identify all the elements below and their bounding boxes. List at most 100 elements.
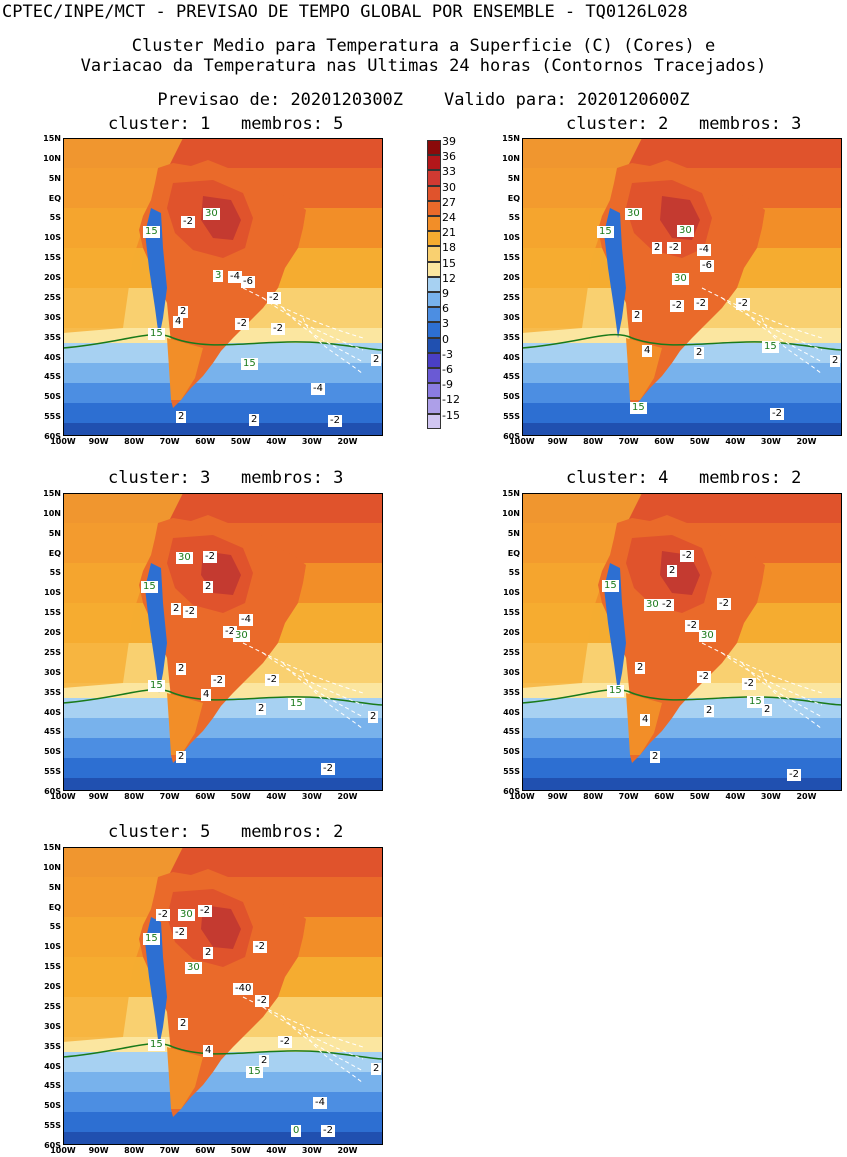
contour-label: 30 xyxy=(178,909,195,921)
lon-tick-label: 100W xyxy=(50,792,76,801)
lon-tick-label: 80W xyxy=(583,792,604,801)
contour-label: -4 xyxy=(239,614,253,626)
lat-tick-label: 50S xyxy=(44,747,61,757)
lon-tick-label: 90W xyxy=(547,792,568,801)
lon-tick-label: 50W xyxy=(689,792,710,801)
lon-tick-label: 50W xyxy=(689,437,710,446)
temperature-band xyxy=(63,1112,383,1132)
lon-tick-label: 90W xyxy=(88,792,109,801)
lon-tick-label: 40W xyxy=(725,792,746,801)
lat-tick-label: 20S xyxy=(44,273,61,283)
lat-tick-label: 20S xyxy=(44,628,61,638)
contour-label: -2 xyxy=(680,550,694,562)
contour-label: 15 xyxy=(597,226,614,238)
lat-tick-label: EQ xyxy=(507,548,520,558)
panel-title: cluster: 1 membros: 5 xyxy=(108,114,344,134)
contour-label: 15 xyxy=(148,680,165,692)
lon-tick-label: 20W xyxy=(337,1146,358,1155)
contour-label: 4 xyxy=(203,1045,214,1057)
contour-label: -6 xyxy=(700,260,714,272)
andes-cold-region xyxy=(145,563,167,693)
lat-tick-label: 35S xyxy=(44,687,61,697)
lon-tick-label: 100W xyxy=(50,1146,76,1155)
contour-label: -2 xyxy=(255,995,269,1007)
colorbar-label: 30 xyxy=(442,180,456,194)
dashed-contour xyxy=(242,642,364,694)
lat-tick-label: 45S xyxy=(44,372,61,382)
temperature-band xyxy=(63,1132,383,1145)
pacific-band xyxy=(63,138,183,333)
lon-tick-label: 90W xyxy=(547,437,568,446)
dashed-contour xyxy=(741,662,823,718)
contour-label: -2 xyxy=(660,599,674,611)
map-panel: 30 30 15 2 -2 -4 -6 30 -2 -2 -2 2 4 2 15 2 15 -2 xyxy=(522,138,842,440)
panel-title: cluster: 3 membros: 3 xyxy=(108,468,344,488)
lat-tick-label: 5S xyxy=(508,568,520,578)
patagonia-region xyxy=(167,1047,203,1109)
temperature-map xyxy=(63,493,383,791)
lat-tick-label: 10S xyxy=(44,588,61,598)
colorbar-segment xyxy=(427,368,441,384)
colorbar-segment xyxy=(427,170,441,186)
dashed-contour xyxy=(282,1016,364,1072)
lat-tick-label: 15S xyxy=(44,608,61,618)
colorbar-segment xyxy=(427,200,441,216)
lat-tick-label: 15N xyxy=(502,134,520,143)
dashed-contour xyxy=(262,652,364,706)
contour-label: 2 xyxy=(259,1055,270,1067)
contour-label: -2 xyxy=(156,909,170,921)
header-subtitle-2: Variacao da Temperatura nas Ultimas 24 h… xyxy=(80,56,767,76)
lat-tick-label: 30S xyxy=(503,667,520,677)
temperature-band xyxy=(522,738,842,758)
lat-tick-label: 15S xyxy=(503,608,520,618)
dashed-contour xyxy=(721,297,823,351)
lat-tick-label: 45S xyxy=(503,372,520,382)
map-panel: 30 -2 15 2 2 -2 -4 -2 30 2 -2 -2 4 15 2 15 2 2 -2 xyxy=(63,493,383,795)
contour-label: 15 xyxy=(602,580,619,592)
dashed-contour xyxy=(721,652,823,706)
lon-tick-label: 40W xyxy=(266,1146,287,1155)
contour-label: 2 xyxy=(176,751,187,763)
contour-label: 30 xyxy=(677,225,694,237)
contour-label: 15 xyxy=(148,1039,165,1051)
lon-tick-label: 30W xyxy=(760,792,781,801)
lon-tick-label: 70W xyxy=(159,437,180,446)
lon-tick-label: 50W xyxy=(230,437,251,446)
patagonia-region xyxy=(626,338,662,400)
contour-label: 2 xyxy=(694,347,705,359)
pacific-band xyxy=(522,493,642,688)
colorbar-segment xyxy=(427,185,441,201)
andes-cold-region xyxy=(145,208,167,338)
contour-label: 2 xyxy=(650,751,661,763)
contour-label: 2 xyxy=(667,565,678,577)
lon-tick-label: 70W xyxy=(159,1146,180,1155)
contour-label: 15 xyxy=(143,226,160,238)
temperature-band xyxy=(63,363,383,383)
lon-tick-label: 60W xyxy=(195,1146,216,1155)
contour-label: 2 xyxy=(371,354,382,366)
colorbar-segment xyxy=(427,322,441,338)
map-panel: -2 2 15 30 -2 -2 -2 30 2 -2 -2 15 15 4 2 2 2 -2 xyxy=(522,493,842,795)
colorbar-label: 27 xyxy=(442,195,456,209)
lon-tick-label: 80W xyxy=(124,437,145,446)
temperature-band xyxy=(63,778,383,791)
lat-tick-label: 5S xyxy=(49,213,61,223)
temperature-map xyxy=(522,138,842,436)
lat-tick-label: 5S xyxy=(49,922,61,932)
lon-tick-label: 100W xyxy=(50,437,76,446)
contour-label: 30 xyxy=(176,552,193,564)
lon-tick-label: 70W xyxy=(159,792,180,801)
contour-label: 2 xyxy=(176,411,187,423)
lat-tick-label: 20S xyxy=(503,273,520,283)
lon-tick-label: 30W xyxy=(301,1146,322,1155)
contour-label: 2 xyxy=(635,662,646,674)
lat-tick-label: 5S xyxy=(49,568,61,578)
temperature-map xyxy=(63,847,383,1145)
lat-tick-label: 40S xyxy=(503,352,520,362)
contour-label: -2 xyxy=(694,298,708,310)
temperature-band xyxy=(63,1052,383,1072)
contour-label: -4 xyxy=(228,271,242,283)
lat-tick-label: 25S xyxy=(44,1001,61,1011)
patagonia-region xyxy=(167,338,203,400)
contour-label: 2 xyxy=(632,310,643,322)
